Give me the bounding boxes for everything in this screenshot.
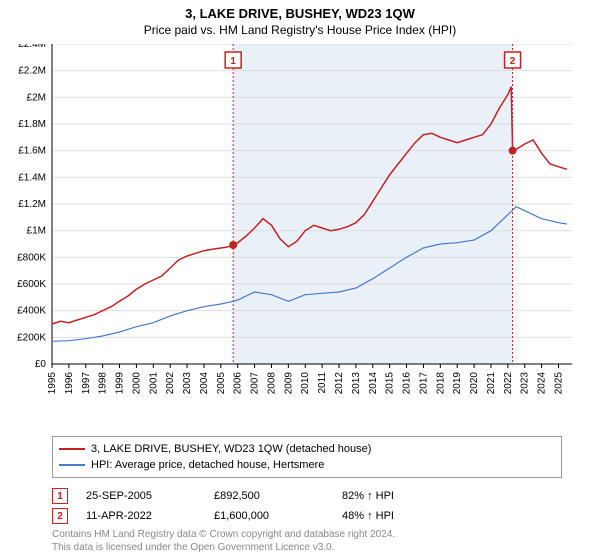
sale-date: 11-APR-2022 [86,510,196,522]
svg-text:2005: 2005 [216,372,227,395]
sale-row: 2 11-APR-2022 £1,600,000 48% ↑ HPI [52,506,562,526]
svg-text:2007: 2007 [250,372,261,395]
svg-text:2020: 2020 [469,372,480,395]
svg-text:£2.4M: £2.4M [18,44,46,50]
sale-row: 1 25-SEP-2005 £892,500 82% ↑ HPI [52,486,562,506]
svg-text:2002: 2002 [165,372,176,395]
svg-text:1999: 1999 [115,372,126,395]
svg-text:2011: 2011 [317,372,328,394]
svg-text:£1.8M: £1.8M [18,119,46,130]
sale-badge: 1 [52,488,68,504]
svg-text:2025: 2025 [553,372,564,395]
svg-text:2004: 2004 [199,372,210,395]
legend-and-sales: 3, LAKE DRIVE, BUSHEY, WD23 1QW (detache… [52,436,562,526]
svg-text:£200K: £200K [17,332,46,343]
chart-area: £0 £200K £400K £600K £800K £1M £1.2M £1.4M £1.6M… [0,44,600,432]
chart-svg: £0 £200K £400K £600K £800K £1M £1.2M £1.4M £1.6M… [0,44,600,432]
svg-text:£1.4M: £1.4M [18,172,46,183]
chart-title: 3, LAKE DRIVE, BUSHEY, WD23 1QW [0,0,600,21]
svg-text:£2M: £2M [27,92,46,103]
svg-text:£600K: £600K [17,279,46,290]
svg-text:2012: 2012 [334,372,345,395]
legend-label: 3, LAKE DRIVE, BUSHEY, WD23 1QW (detache… [91,443,371,455]
sale-rows: 1 25-SEP-2005 £892,500 82% ↑ HPI 2 11-AP… [52,486,562,526]
legend-label: HPI: Average price, detached house, Hert… [91,459,324,471]
svg-text:£1.6M: £1.6M [18,146,46,157]
svg-text:1998: 1998 [98,372,109,395]
chart-subtitle: Price paid vs. HM Land Registry's House … [0,21,600,37]
svg-text:2021: 2021 [486,372,497,395]
svg-text:1995: 1995 [47,372,58,395]
svg-text:£400K: £400K [17,306,46,317]
sale-price: £892,500 [214,490,324,502]
svg-text:2015: 2015 [385,372,396,395]
sale-badge: 2 [52,508,68,524]
svg-text:1997: 1997 [81,372,92,395]
svg-text:2006: 2006 [233,372,244,395]
svg-text:1: 1 [230,56,236,67]
legend-box: 3, LAKE DRIVE, BUSHEY, WD23 1QW (detache… [52,436,562,478]
svg-text:£1M: £1M [27,226,46,237]
footnote: Contains HM Land Registry data © Crown c… [52,528,395,554]
svg-text:2013: 2013 [351,372,362,395]
svg-text:2010: 2010 [300,372,311,395]
svg-text:£0: £0 [35,359,47,370]
sale-date: 25-SEP-2005 [86,490,196,502]
svg-text:2008: 2008 [266,372,277,395]
sale-price: £1,600,000 [214,510,324,522]
svg-text:2022: 2022 [503,372,514,395]
footnote-line: Contains HM Land Registry data © Crown c… [52,528,395,541]
sale-hpi: 82% ↑ HPI [342,490,452,502]
legend-swatch [59,448,85,450]
svg-text:2009: 2009 [283,372,294,395]
svg-text:2016: 2016 [402,372,413,395]
svg-text:2023: 2023 [520,372,531,395]
svg-text:2024: 2024 [537,372,548,395]
footnote-line: This data is licensed under the Open Gov… [52,541,395,554]
svg-text:£800K: £800K [17,252,46,263]
svg-text:2003: 2003 [182,372,193,395]
svg-text:2000: 2000 [131,372,142,395]
svg-text:2: 2 [510,56,516,67]
svg-text:2018: 2018 [435,372,446,395]
sale-hpi: 48% ↑ HPI [342,510,452,522]
svg-text:2014: 2014 [368,372,379,395]
svg-text:2019: 2019 [452,372,463,395]
legend-swatch [59,464,85,466]
svg-text:£2.2M: £2.2M [18,66,46,77]
legend-item: 3, LAKE DRIVE, BUSHEY, WD23 1QW (detache… [59,441,555,457]
svg-text:2001: 2001 [148,372,159,395]
legend-item: HPI: Average price, detached house, Hert… [59,457,555,473]
svg-text:1996: 1996 [64,372,75,395]
svg-text:£1.2M: £1.2M [18,199,46,210]
svg-text:2017: 2017 [418,372,429,395]
